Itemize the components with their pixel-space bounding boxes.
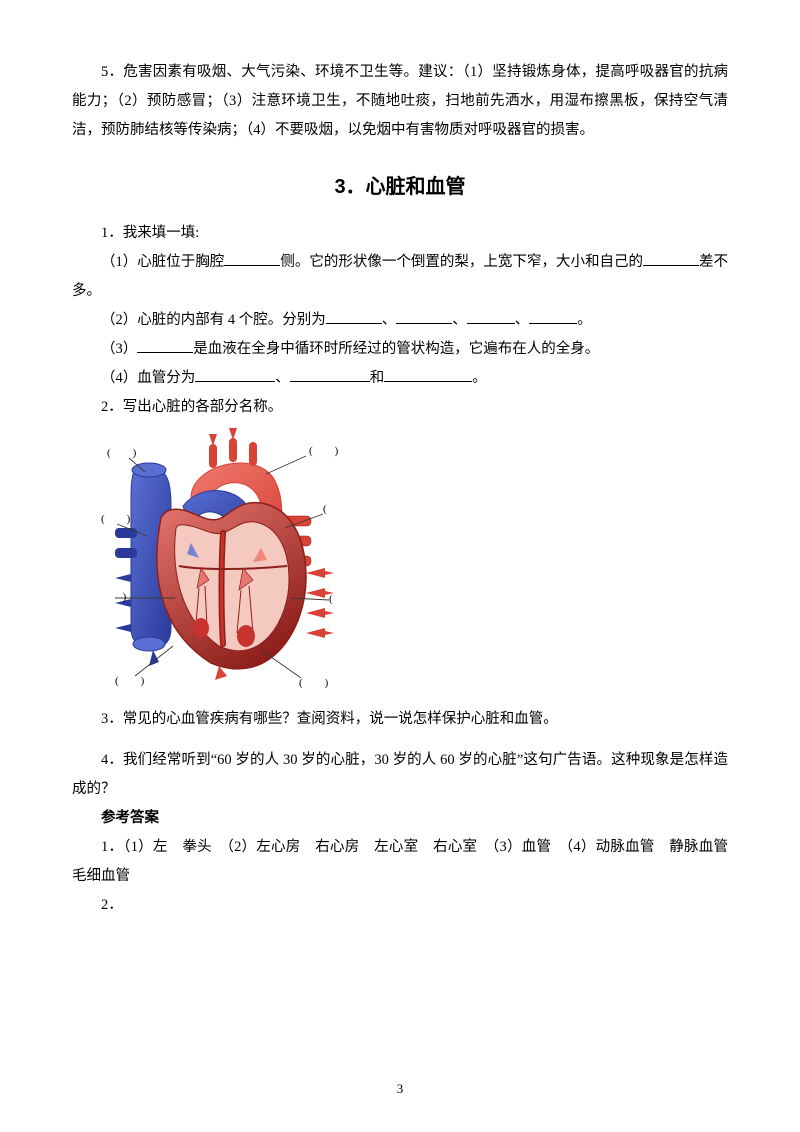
- blank: [396, 323, 452, 324]
- answer-2: 2．: [72, 891, 728, 920]
- period: 。: [577, 312, 592, 328]
- answers-title: 参考答案: [72, 804, 728, 833]
- svg-text:( ): ( ): [101, 591, 127, 603]
- svg-text:( ): ( ): [101, 513, 131, 525]
- q2: 2．写出心脏的各部分名称。: [72, 393, 728, 422]
- q1-4-text-b: 和: [370, 370, 385, 386]
- sep: 、: [382, 312, 397, 328]
- q1-4-text-a: （4）血管分为: [101, 370, 195, 386]
- section-title: 3．心脏和血管: [72, 167, 728, 207]
- q1-3: （3） 是血液在全身中循环时所经过的管状构造，它遍布在人的全身。: [72, 335, 728, 364]
- intro-paragraph: 5．危害因素有吸烟、大气污染、环境不卫生等。建议：（1）坚持锻炼身体，提高呼吸器…: [72, 58, 728, 145]
- heart-svg: ( ) ( ) ( ) ( ) ( ) ( ) ( ) ( ): [101, 428, 341, 688]
- heart-diagram: ( ) ( ) ( ) ( ) ( ) ( ) ( ) ( ): [101, 428, 728, 699]
- svg-text:( ): ( ): [323, 503, 341, 515]
- q1-3-text-b: 是血液在全身中循环时所经过的管状构造，它遍布在人的全身。: [193, 341, 599, 357]
- q4: 4．我们经常听到“60 岁的人 30 岁的心脏，30 岁的人 60 岁的心脏”这…: [72, 746, 728, 804]
- sep: 、: [515, 312, 530, 328]
- blank: [384, 381, 472, 382]
- blank: [467, 323, 515, 324]
- q1-1: （1）心脏位于胸腔侧。它的形状像一个倒置的梨，上宽下窄，大小和自己的差不多。: [72, 248, 728, 306]
- q3: 3．常见的心血管疾病有哪些？查阅资料，说一说怎样保护心脏和血管。: [72, 705, 728, 734]
- answer-1: 1．（1）左 拳头 （2）左心房 右心房 左心室 右心室 （3）血管 （4）动脉…: [72, 833, 728, 891]
- answers-title-text: 参考答案: [101, 810, 159, 826]
- q1-1-text-b: 侧。它的形状像一个倒置的梨，上宽下窄，大小和自己的: [280, 254, 643, 270]
- q1-2-text-a: （2）心脏的内部有 4 个腔。分别为: [101, 312, 326, 328]
- blank: [529, 323, 577, 324]
- q1-lead: 1．我来填一填:: [72, 219, 728, 248]
- spacer: [72, 734, 728, 746]
- svg-text:( ): ( ): [107, 447, 137, 459]
- svg-text:( ): ( ): [329, 593, 341, 605]
- sep: 、: [275, 370, 290, 386]
- blank: [137, 352, 193, 353]
- blank: [643, 265, 699, 266]
- blank: [195, 381, 275, 382]
- svg-text:( ): ( ): [115, 675, 145, 687]
- sep: 、: [452, 312, 467, 328]
- q1-1-text-a: （1）心脏位于胸腔: [101, 254, 224, 270]
- blank: [290, 381, 370, 382]
- blank: [224, 265, 280, 266]
- svg-text:( ): ( ): [299, 677, 329, 688]
- q1-4: （4）血管分为 、 和 。: [72, 364, 728, 393]
- q1-2: （2）心脏的内部有 4 个腔。分别为 、 、 、 。: [72, 306, 728, 335]
- q1-3-text-a: （3）: [101, 341, 137, 357]
- period: 。: [472, 370, 487, 386]
- page-number: 3: [0, 1076, 800, 1102]
- svg-text:( ): ( ): [309, 445, 339, 457]
- blank: [326, 323, 382, 324]
